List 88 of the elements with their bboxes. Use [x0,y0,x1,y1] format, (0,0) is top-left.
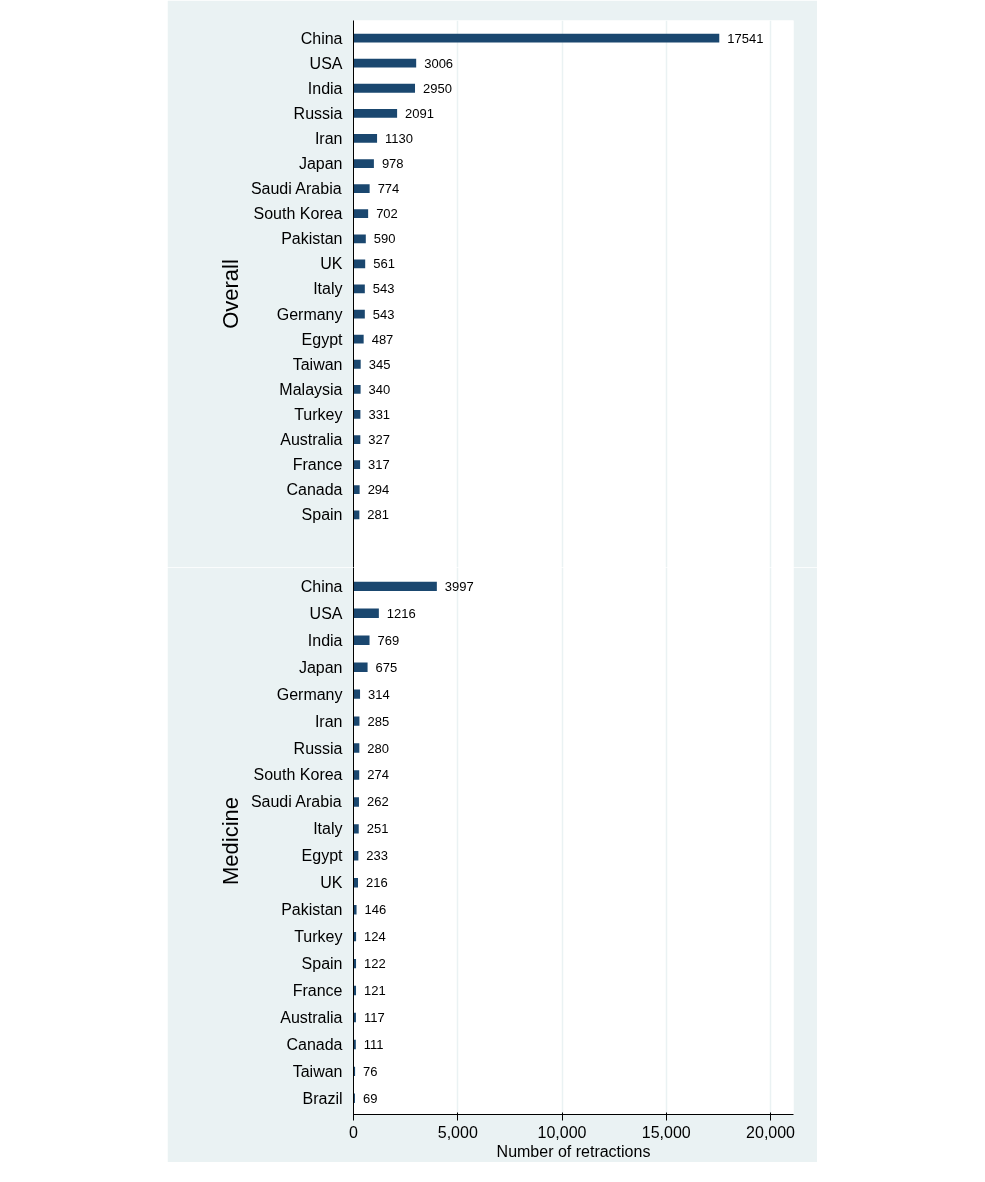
y-tick-label: France [292,982,343,1000]
data-label: 978 [381,156,404,172]
y-tick-label: Brazil [302,1089,343,1107]
y-tick-label: France [292,456,343,474]
y-tick-label: Spain [301,955,343,973]
data-label: 1216 [386,605,416,621]
data-label: 561 [373,256,395,272]
y-tick-label: China [300,29,343,47]
y-tick-label: UK [320,255,343,273]
x-tick-label: 15,000 [641,1123,691,1141]
y-tick-label: Japan [298,155,343,173]
y-tick-label: Iran [314,712,343,730]
data-label: 543 [372,281,395,297]
data-label: 774 [377,181,400,197]
y-tick-label: Turkey [294,405,343,423]
y-tick-label: UK [320,874,343,892]
y-tick-label: Italy [313,820,343,838]
data-label: 251 [366,821,389,837]
data-label: 2091 [405,105,435,121]
data-label: 2950 [423,80,452,96]
data-label: 17541 [727,30,764,46]
data-label: 233 [366,848,389,864]
y-tick-label: Egypt [301,847,344,865]
data-label: 76 [363,1063,378,1079]
y-tick-label: Australia [280,1009,343,1026]
data-label: 487 [371,331,394,347]
x-axis-title: Number of retractions [496,1142,651,1160]
data-label: 327 [368,432,391,448]
data-label: 285 [367,713,390,729]
x-tick-label: 10,000 [537,1123,587,1141]
y-tick-label: Germany [276,305,343,323]
data-label: 340 [368,381,391,397]
data-label: 280 [367,740,390,756]
y-tick-label: Spain [301,506,343,524]
data-label: 317 [368,457,390,473]
y-tick-label: Australia [280,431,343,449]
data-label: 117 [363,1010,385,1025]
y-tick-label: USA [309,604,343,622]
y-tick-label: Saudi Arabia [250,793,342,811]
y-tick-label: Canada [286,481,343,499]
y-tick-label: Russia [293,739,343,757]
y-tick-label: Taiwan [292,355,343,373]
y-tick-label: Malaysia [279,380,343,398]
y-axis-title: Medicine [217,796,243,886]
data-label: 274 [367,767,389,783]
data-label: 543 [372,306,395,322]
data-label: 294 [367,482,390,498]
data-label: 281 [367,507,390,523]
x-tick-label: 5,000 [437,1123,478,1141]
data-label: 345 [368,356,391,372]
data-label: 331 [368,406,391,422]
y-tick-label: Turkey [294,928,343,946]
y-tick-label: Iran [314,129,343,147]
data-label: 121 [364,983,386,999]
y-tick-label: South Korea [253,766,343,784]
data-label: 146 [364,902,387,918]
data-label: 69 [362,1090,378,1106]
data-label: 1130 [385,130,414,146]
data-label: 702 [376,206,398,222]
y-tick-label: India [307,631,343,649]
x-tick-label: 20,000 [746,1123,796,1141]
data-label: 124 [364,929,386,945]
y-tick-label: Germany [276,685,343,703]
y-tick-label: Pakistan [281,901,343,919]
data-label: 262 [366,794,389,810]
y-tick-label: USA [309,54,343,72]
y-axis-title: Overall [217,259,243,329]
y-tick-label: Canada [286,1035,343,1053]
data-label: 3006 [424,55,454,71]
data-label: 675 [375,659,398,675]
y-tick-label: South Korea [253,205,343,223]
data-label: 122 [364,956,386,972]
data-label: 111 [363,1036,384,1052]
data-label: 590 [373,231,396,247]
y-tick-label: Saudi Arabia [250,180,342,198]
y-tick-label: Italy [313,280,343,298]
y-tick-label: Taiwan [292,1062,343,1080]
y-tick-label: Egypt [301,330,344,348]
y-tick-label: Russia [293,104,343,122]
data-label: 3997 [444,578,474,594]
y-tick-label: China [300,577,343,595]
data-label: 314 [368,686,390,702]
data-label: 769 [377,632,400,648]
y-tick-label: Pakistan [281,230,343,248]
y-tick-label: Japan [298,658,343,676]
data-label: 216 [366,875,388,891]
y-tick-label: India [307,79,343,97]
x-tick-label: 0 [349,1123,359,1141]
